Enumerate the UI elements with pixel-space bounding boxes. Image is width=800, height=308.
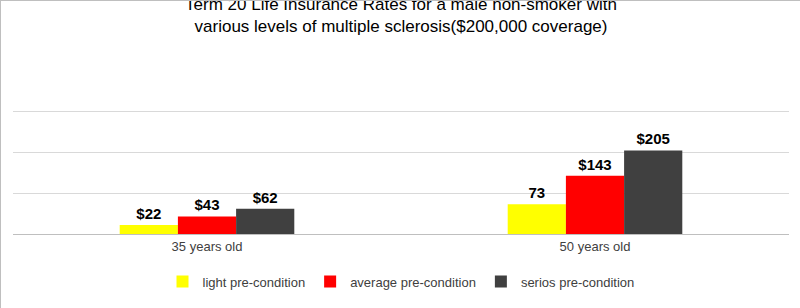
svg-text:serios pre-condition: serios pre-condition [521,275,634,290]
svg-text:Term 20 Life Insurance Rates f: Term 20 Life Insurance Rates for a male … [185,1,617,36]
svg-text:35 years old: 35 years old [172,239,243,254]
svg-text:50 years old: 50 years old [560,239,631,254]
svg-text:$43: $43 [194,196,219,213]
svg-text:$62: $62 [253,189,278,206]
svg-text:$143: $143 [578,156,611,173]
svg-text:$205: $205 [637,130,670,147]
svg-text:average pre-condition: average pre-condition [350,275,476,290]
svg-text:$22: $22 [136,205,161,222]
svg-text:73: 73 [528,184,545,201]
svg-text:light pre-condition: light pre-condition [203,275,306,290]
